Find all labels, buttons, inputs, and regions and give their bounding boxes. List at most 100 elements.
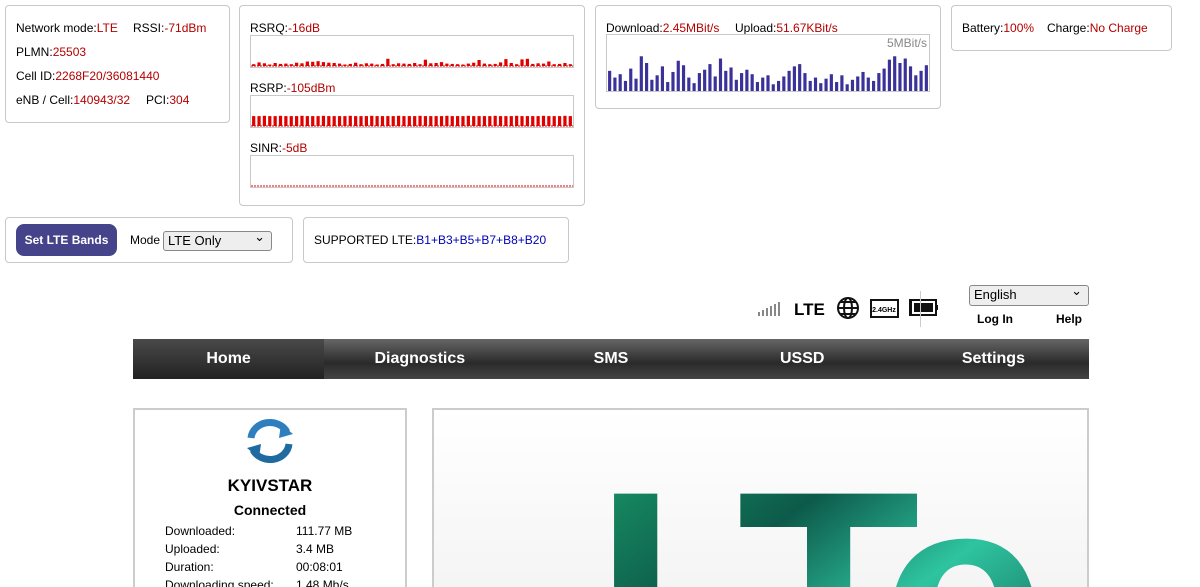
history-bar xyxy=(536,63,540,66)
label: Download: xyxy=(606,21,663,35)
history-bar xyxy=(423,116,428,126)
band: B8 xyxy=(503,233,518,247)
history-bar xyxy=(866,77,870,91)
history-bar xyxy=(337,116,342,126)
history-bar xyxy=(252,64,256,66)
nav-item[interactable]: SMS xyxy=(593,350,629,367)
value: 304 xyxy=(169,93,190,107)
history-bar xyxy=(418,115,422,126)
graph-box: 5MBit/s xyxy=(606,34,930,92)
history-bar xyxy=(882,68,886,91)
history-bar xyxy=(407,63,411,66)
divider xyxy=(920,291,921,327)
history-bar xyxy=(557,116,562,126)
history-bar xyxy=(608,70,612,91)
history-bar xyxy=(729,67,733,91)
history-bar xyxy=(434,116,438,126)
separator: + xyxy=(517,233,525,247)
nav-item[interactable]: Settings xyxy=(961,350,1025,367)
history-bar xyxy=(466,63,470,66)
value: 25503 xyxy=(52,45,87,59)
history-bar xyxy=(893,56,897,91)
history-bar xyxy=(856,76,860,91)
history-bar xyxy=(305,116,309,126)
refresh-icon xyxy=(247,418,293,464)
history-bar xyxy=(429,116,433,126)
history-bar xyxy=(348,63,352,66)
history-bar xyxy=(671,71,675,91)
history-bar xyxy=(418,64,422,66)
history-bar xyxy=(439,62,444,66)
history-bar xyxy=(300,63,304,66)
mode-select[interactable]: LTE Only xyxy=(163,229,272,251)
history-bar xyxy=(813,77,818,91)
history-bar xyxy=(359,116,363,126)
graph-box xyxy=(250,35,574,68)
history-bar xyxy=(268,64,272,66)
history-bar xyxy=(761,77,765,91)
graph-box xyxy=(250,95,574,128)
history-bar xyxy=(618,74,622,91)
history-bar xyxy=(386,58,390,66)
history-bar xyxy=(819,83,823,91)
value: -71dBm xyxy=(164,21,207,35)
graph xyxy=(251,58,573,67)
history-bar xyxy=(289,64,293,66)
history-bar xyxy=(515,115,519,126)
traffic-panel: Download:2.45MBit/s Upload:51.67KBit/s 5… xyxy=(595,5,941,109)
banner-art: LTe xyxy=(594,428,1057,587)
history-bar xyxy=(908,66,913,91)
history-bar xyxy=(316,116,320,126)
history-bar xyxy=(391,116,395,126)
nav-item[interactable]: USSD xyxy=(779,350,825,367)
history-bar xyxy=(311,61,315,66)
history-bar xyxy=(332,116,336,126)
history-bar xyxy=(776,80,781,91)
label: RSRQ: xyxy=(250,21,289,35)
band: B5 xyxy=(459,233,475,247)
history-bar xyxy=(645,63,649,91)
history-bar xyxy=(509,116,513,126)
history-bar xyxy=(472,116,476,126)
history-bar xyxy=(829,74,833,91)
graph-label: SINR:-5dB xyxy=(250,141,307,155)
history-bar xyxy=(482,116,487,126)
help-link[interactable]: Help xyxy=(1056,312,1083,326)
history-bar xyxy=(498,116,503,126)
history-bar xyxy=(724,70,728,91)
nav-item[interactable]: Diagnostics xyxy=(374,350,466,367)
history-bar xyxy=(750,74,754,91)
history-bar xyxy=(676,60,680,91)
label: Network mode: xyxy=(16,21,97,35)
label: eNB / Cell: xyxy=(16,93,74,107)
history-bar xyxy=(568,116,572,126)
history-bar xyxy=(364,116,368,126)
nav-item[interactable]: Home xyxy=(133,339,325,379)
history-bar xyxy=(563,63,567,66)
history-bar xyxy=(681,65,686,91)
stat-label: Uploaded: xyxy=(165,542,220,556)
label: Upload: xyxy=(735,21,777,35)
graphs-panel: RSRQ:-16dB RSRP:-105dBm SINR:-5dB xyxy=(239,5,585,206)
history-bar xyxy=(305,61,309,66)
history-bar xyxy=(450,63,454,66)
history-bar xyxy=(311,116,315,126)
history-bar xyxy=(450,116,454,126)
value: 2.45MBit/s xyxy=(662,21,720,35)
history-bar xyxy=(380,116,385,126)
history-bar xyxy=(252,116,256,126)
language-select[interactable]: English xyxy=(969,283,1089,306)
history-bar xyxy=(563,115,567,126)
graph xyxy=(251,185,573,187)
history-bar xyxy=(504,116,508,126)
history-bar xyxy=(509,63,513,66)
login-link[interactable]: Log In xyxy=(977,312,1013,326)
history-bar xyxy=(370,63,374,66)
value: 100% xyxy=(1003,21,1035,35)
set-bands-button[interactable]: Set LTE Bands xyxy=(16,224,117,256)
history-bar xyxy=(413,116,417,126)
history-bar xyxy=(257,116,261,126)
history-bar xyxy=(755,82,760,91)
